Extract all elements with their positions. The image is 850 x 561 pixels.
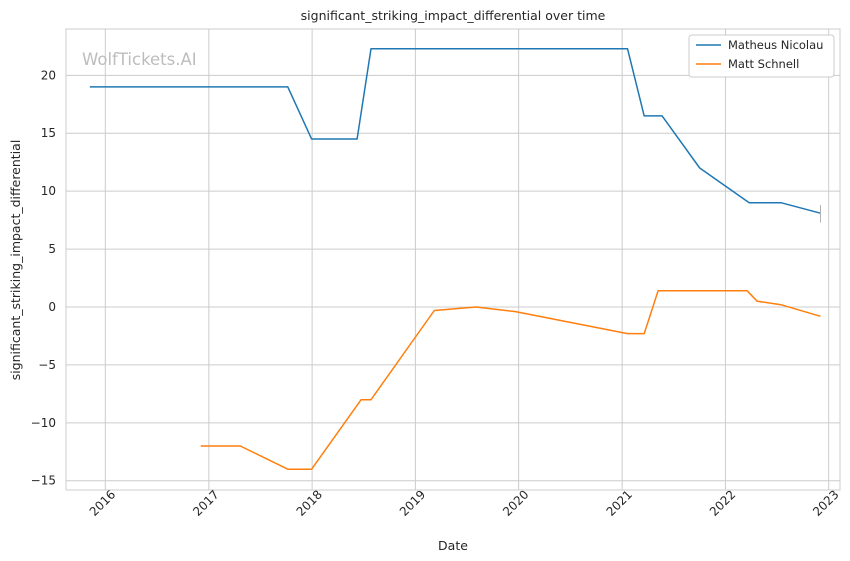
y-axis-label: significant_striking_impact_differential [8, 140, 23, 381]
x-axis-label: Date [438, 538, 468, 553]
y-tick-label: −15 [31, 474, 56, 488]
y-tick-label: 5 [48, 242, 56, 256]
series-line-matheus-nicolau [89, 47, 821, 214]
legend-label-matt-schnell: Matt Schnell [728, 57, 799, 71]
series-line-matt-schnell [200, 290, 821, 470]
legend-box [688, 34, 835, 78]
watermark: WolfTickets.AI [82, 50, 197, 69]
y-tick-label: 15 [41, 126, 56, 140]
x-tick-label: 2019 [397, 487, 428, 518]
legend: Matheus Nicolau Matt Schnell [688, 34, 835, 78]
grid [66, 29, 840, 490]
x-tick-label: 2023 [810, 487, 841, 518]
legend-label-matheus-nicolau: Matheus Nicolau [728, 38, 823, 52]
y-tick-label: −10 [31, 416, 56, 430]
chart-title: significant_striking_impact_differential… [301, 8, 606, 23]
x-tick-label: 2018 [294, 487, 325, 518]
y-tick-label: 10 [41, 184, 56, 198]
plot-frame [65, 28, 841, 491]
x-tick-label: 2017 [190, 487, 221, 518]
x-tick-label: 2016 [87, 487, 118, 518]
x-tick-label: 2022 [707, 487, 738, 518]
series-layer [89, 47, 821, 470]
x-tick-label: 2021 [604, 487, 635, 518]
y-tick-label: −5 [38, 358, 56, 372]
x-tick-label: 2020 [500, 487, 531, 518]
y-tick-label: 20 [41, 68, 56, 82]
y-tick-label: 0 [48, 300, 56, 314]
plot-background [66, 29, 840, 490]
